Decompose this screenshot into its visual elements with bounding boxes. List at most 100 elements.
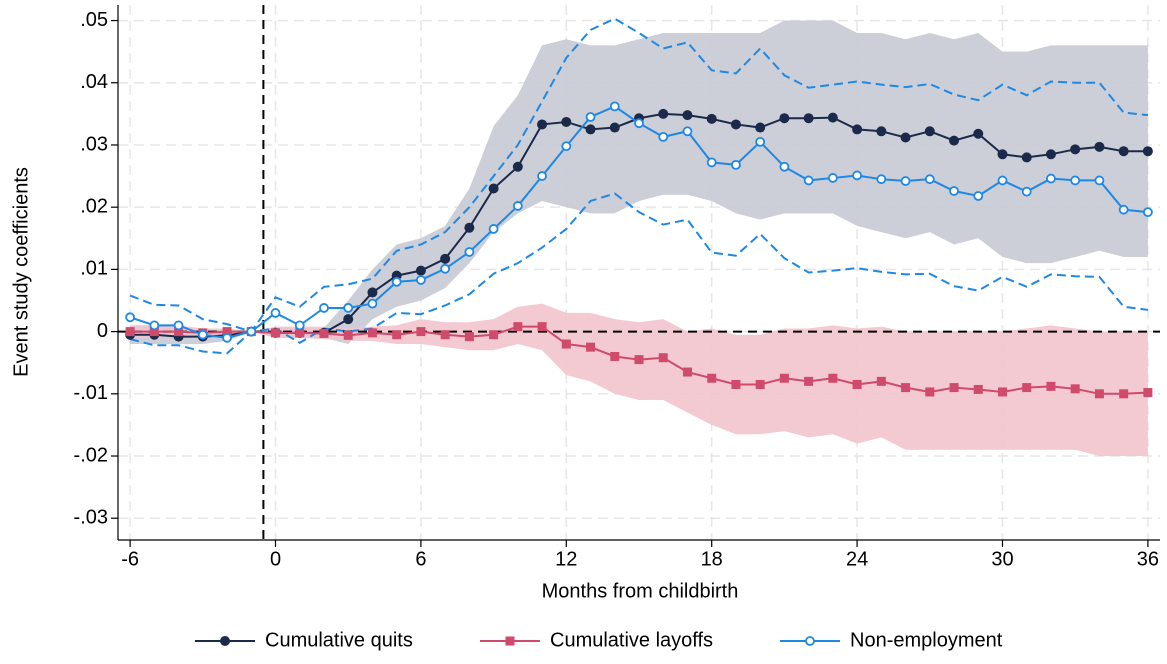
point — [1142, 146, 1153, 157]
point — [294, 320, 305, 331]
legend-label: Cumulative quits — [265, 629, 413, 651]
point — [779, 161, 790, 172]
point — [125, 327, 135, 337]
point — [512, 161, 523, 172]
point — [658, 108, 669, 119]
point — [367, 328, 377, 338]
point — [440, 253, 451, 264]
point — [925, 387, 935, 397]
point — [804, 376, 814, 386]
point — [537, 119, 548, 130]
point — [610, 351, 620, 361]
point — [246, 326, 257, 337]
legend-marker — [220, 636, 230, 646]
point — [731, 379, 741, 389]
legend-marker — [505, 636, 515, 646]
point — [513, 322, 523, 332]
point — [730, 119, 741, 130]
point — [755, 122, 766, 133]
point — [343, 314, 354, 325]
point — [585, 124, 596, 135]
x-tick-label: -6 — [121, 548, 139, 570]
x-tick-label: 24 — [846, 548, 868, 570]
point — [658, 353, 668, 363]
point — [1142, 207, 1153, 218]
x-tick-label: 36 — [1137, 548, 1159, 570]
point — [1119, 389, 1129, 399]
y-tick-label: .02 — [80, 195, 108, 217]
y-tick-label: -.03 — [74, 507, 108, 529]
point — [609, 101, 620, 112]
point — [706, 157, 717, 168]
point — [707, 373, 717, 383]
point — [1070, 175, 1081, 186]
point — [561, 141, 572, 152]
point — [391, 276, 402, 287]
point — [682, 367, 692, 377]
y-tick-label: -.02 — [74, 444, 108, 466]
y-tick-label: .03 — [80, 133, 108, 155]
y-axis-title: Event study coefficients — [10, 167, 32, 377]
point — [416, 275, 426, 285]
point — [271, 328, 281, 338]
point — [997, 387, 1007, 397]
point — [876, 126, 887, 137]
point — [901, 383, 911, 393]
point — [949, 135, 960, 146]
ci-band — [130, 20, 1148, 345]
point — [852, 124, 863, 135]
point — [537, 171, 547, 181]
point — [609, 122, 620, 133]
point — [876, 174, 887, 185]
point — [1021, 186, 1032, 197]
point — [295, 328, 305, 338]
point — [586, 342, 596, 352]
point — [949, 383, 959, 393]
point — [585, 112, 596, 122]
point — [803, 113, 814, 124]
point — [1022, 383, 1032, 393]
point — [900, 132, 911, 143]
point — [706, 113, 717, 124]
x-tick-label: 6 — [415, 548, 426, 570]
point — [149, 320, 160, 331]
point — [1046, 173, 1056, 184]
y-tick-label: 0 — [97, 320, 108, 342]
y-tick-label: .01 — [80, 258, 108, 280]
y-tick-label: -.01 — [74, 382, 108, 404]
point — [343, 330, 353, 340]
point — [1118, 204, 1129, 215]
point — [973, 128, 984, 139]
point — [537, 322, 547, 332]
point — [1070, 384, 1080, 394]
point — [779, 373, 789, 383]
point — [634, 355, 644, 365]
point — [900, 176, 911, 186]
point — [779, 113, 790, 124]
point — [125, 312, 136, 323]
point — [1094, 389, 1104, 399]
point — [682, 110, 693, 121]
point — [658, 131, 669, 142]
ci-band — [130, 303, 1148, 457]
ci-line — [129, 192, 1149, 355]
point — [1143, 388, 1153, 398]
point — [319, 303, 329, 313]
point — [1045, 149, 1056, 160]
point — [997, 149, 1008, 160]
legend-label: Non-employment — [850, 629, 1003, 651]
point — [827, 112, 838, 123]
point — [488, 224, 499, 234]
point — [924, 126, 935, 137]
ci-line — [129, 17, 1148, 333]
point — [561, 116, 572, 127]
point — [392, 330, 402, 340]
point — [415, 265, 426, 276]
point — [1094, 175, 1105, 186]
x-tick-label: 30 — [991, 548, 1013, 570]
legend-marker — [805, 636, 815, 646]
point — [174, 327, 184, 337]
point — [512, 201, 523, 211]
point — [319, 328, 329, 338]
x-tick-label: 0 — [270, 548, 281, 570]
